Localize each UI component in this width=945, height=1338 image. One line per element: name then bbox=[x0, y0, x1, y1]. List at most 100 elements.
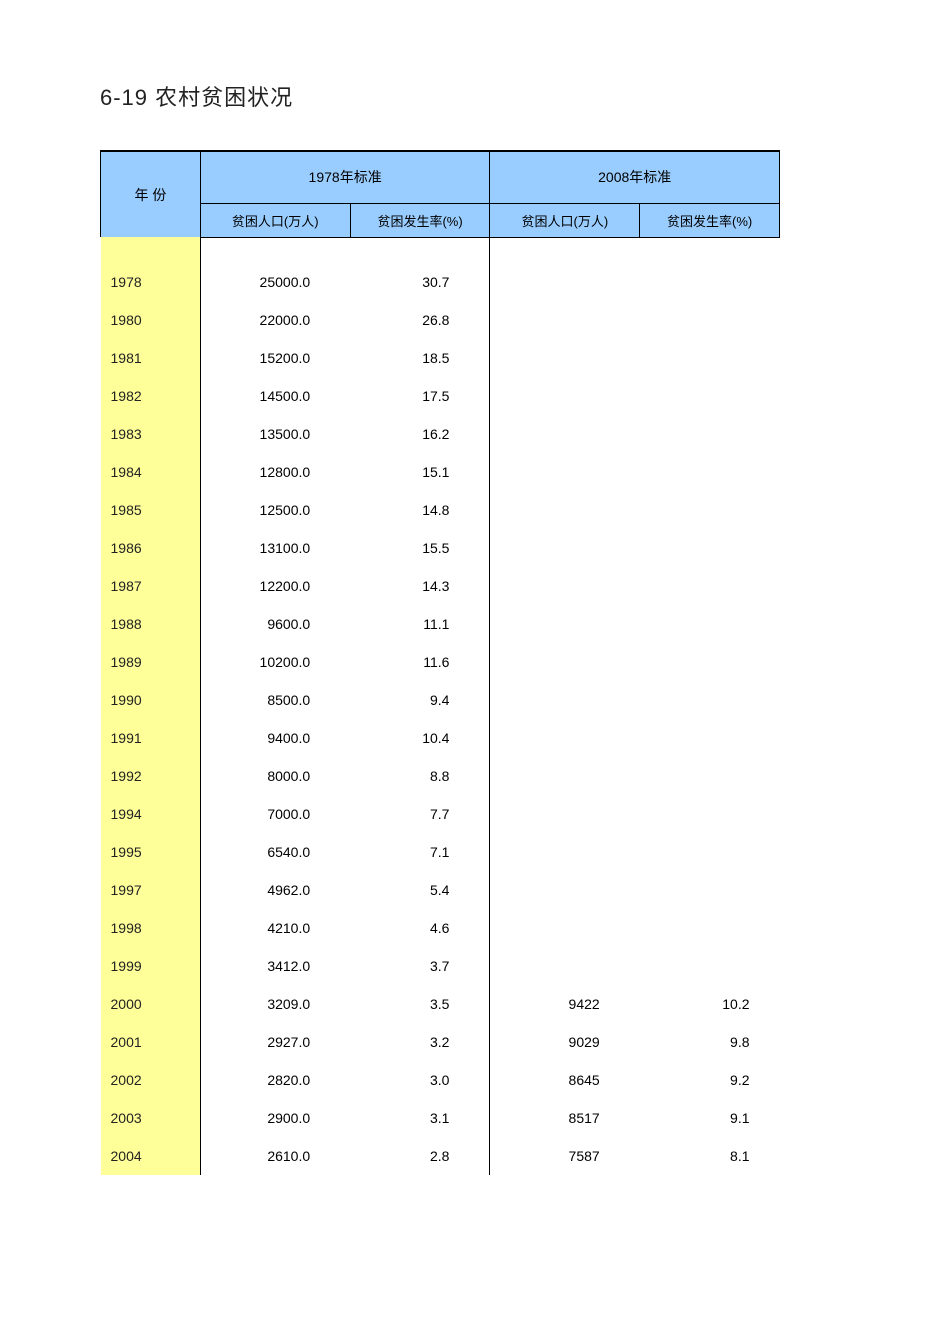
cell-year: 1989 bbox=[101, 643, 201, 681]
table-row: 19928000.08.8 bbox=[101, 757, 780, 795]
cell-2008-pop bbox=[490, 301, 640, 339]
cell-year: 1994 bbox=[101, 795, 201, 833]
header-1978-pop: 贫困人口(万人) bbox=[200, 203, 350, 237]
cell-1978-rate: 14.3 bbox=[350, 567, 490, 605]
header-1978-rate: 贫困发生率(%) bbox=[350, 203, 490, 237]
cell-1978-pop: 2820.0 bbox=[200, 1061, 350, 1099]
cell-year: 1981 bbox=[101, 339, 201, 377]
cell-2008-pop bbox=[490, 909, 640, 947]
cell-1978-pop: 25000.0 bbox=[200, 263, 350, 301]
table-row: 19956540.07.1 bbox=[101, 833, 780, 871]
cell-year: 1987 bbox=[101, 567, 201, 605]
cell-1978-rate: 3.2 bbox=[350, 1023, 490, 1061]
table-row: 198512500.014.8 bbox=[101, 491, 780, 529]
cell-year: 2000 bbox=[101, 985, 201, 1023]
table-row: 20042610.02.875878.1 bbox=[101, 1137, 780, 1175]
cell-1978-pop: 8000.0 bbox=[200, 757, 350, 795]
cell-1978-rate: 16.2 bbox=[350, 415, 490, 453]
cell-year: 1986 bbox=[101, 529, 201, 567]
cell-year: 1988 bbox=[101, 605, 201, 643]
cell-1978-rate: 5.4 bbox=[350, 871, 490, 909]
cell-1978-pop: 3209.0 bbox=[200, 985, 350, 1023]
cell-1978-pop: 4210.0 bbox=[200, 909, 350, 947]
table-body: 197825000.030.7198022000.026.8198115200.… bbox=[101, 263, 780, 1175]
cell-year: 1992 bbox=[101, 757, 201, 795]
cell-1978-rate: 10.4 bbox=[350, 719, 490, 757]
cell-1978-rate: 26.8 bbox=[350, 301, 490, 339]
table-row: 19947000.07.7 bbox=[101, 795, 780, 833]
table-row: 20003209.03.5942210.2 bbox=[101, 985, 780, 1023]
table-row: 19993412.03.7 bbox=[101, 947, 780, 985]
cell-1978-pop: 10200.0 bbox=[200, 643, 350, 681]
cell-2008-rate bbox=[640, 909, 780, 947]
cell-2008-pop bbox=[490, 643, 640, 681]
cell-2008-rate: 9.1 bbox=[640, 1099, 780, 1137]
cell-2008-rate bbox=[640, 833, 780, 871]
cell-1978-rate: 30.7 bbox=[350, 263, 490, 301]
cell-2008-pop bbox=[490, 567, 640, 605]
cell-1978-rate: 2.8 bbox=[350, 1137, 490, 1175]
cell-year: 1978 bbox=[101, 263, 201, 301]
cell-2008-rate: 10.2 bbox=[640, 985, 780, 1023]
cell-year: 1995 bbox=[101, 833, 201, 871]
cell-1978-pop: 8500.0 bbox=[200, 681, 350, 719]
header-group-1978: 1978年标准 bbox=[200, 151, 490, 203]
cell-2008-pop bbox=[490, 719, 640, 757]
cell-2008-rate bbox=[640, 415, 780, 453]
cell-2008-pop bbox=[490, 795, 640, 833]
cell-1978-rate: 3.1 bbox=[350, 1099, 490, 1137]
table-row: 20032900.03.185179.1 bbox=[101, 1099, 780, 1137]
cell-2008-pop: 9422 bbox=[490, 985, 640, 1023]
cell-year: 1997 bbox=[101, 871, 201, 909]
cell-2008-rate bbox=[640, 757, 780, 795]
table-row: 198613100.015.5 bbox=[101, 529, 780, 567]
cell-1978-rate: 14.8 bbox=[350, 491, 490, 529]
table-row: 19889600.011.1 bbox=[101, 605, 780, 643]
cell-year: 2001 bbox=[101, 1023, 201, 1061]
cell-2008-rate bbox=[640, 263, 780, 301]
table-row: 198214500.017.5 bbox=[101, 377, 780, 415]
table-row: 20012927.03.290299.8 bbox=[101, 1023, 780, 1061]
table-row: 198115200.018.5 bbox=[101, 339, 780, 377]
cell-1978-rate: 4.6 bbox=[350, 909, 490, 947]
cell-1978-rate: 3.0 bbox=[350, 1061, 490, 1099]
cell-2008-rate bbox=[640, 605, 780, 643]
header-row-1: 年 份 1978年标准 2008年标准 bbox=[101, 151, 780, 203]
cell-1978-rate: 11.6 bbox=[350, 643, 490, 681]
cell-2008-rate bbox=[640, 681, 780, 719]
cell-1978-pop: 7000.0 bbox=[200, 795, 350, 833]
cell-year: 1983 bbox=[101, 415, 201, 453]
cell-2008-rate bbox=[640, 301, 780, 339]
cell-2008-pop bbox=[490, 453, 640, 491]
table-row: 19984210.04.6 bbox=[101, 909, 780, 947]
cell-1978-pop: 2900.0 bbox=[200, 1099, 350, 1137]
cell-1978-pop: 4962.0 bbox=[200, 871, 350, 909]
cell-year: 1998 bbox=[101, 909, 201, 947]
cell-year: 1985 bbox=[101, 491, 201, 529]
page-title: 6-19 农村贫困状况 bbox=[100, 80, 885, 112]
cell-year: 1990 bbox=[101, 681, 201, 719]
cell-1978-pop: 14500.0 bbox=[200, 377, 350, 415]
table-row: 198712200.014.3 bbox=[101, 567, 780, 605]
header-row-2: 贫困人口(万人) 贫困发生率(%) 贫困人口(万人) 贫困发生率(%) bbox=[101, 203, 780, 237]
cell-1978-pop: 13100.0 bbox=[200, 529, 350, 567]
cell-1978-rate: 9.4 bbox=[350, 681, 490, 719]
cell-year: 1984 bbox=[101, 453, 201, 491]
cell-1978-rate: 15.5 bbox=[350, 529, 490, 567]
cell-1978-rate: 15.1 bbox=[350, 453, 490, 491]
cell-year: 1999 bbox=[101, 947, 201, 985]
cell-1978-rate: 7.1 bbox=[350, 833, 490, 871]
table-row: 19919400.010.4 bbox=[101, 719, 780, 757]
table-row: 19908500.09.4 bbox=[101, 681, 780, 719]
cell-2008-pop bbox=[490, 757, 640, 795]
cell-1978-pop: 3412.0 bbox=[200, 947, 350, 985]
cell-1978-pop: 9400.0 bbox=[200, 719, 350, 757]
cell-2008-pop bbox=[490, 833, 640, 871]
cell-2008-pop: 9029 bbox=[490, 1023, 640, 1061]
cell-2008-rate bbox=[640, 491, 780, 529]
cell-1978-pop: 12500.0 bbox=[200, 491, 350, 529]
poverty-table: 年 份 1978年标准 2008年标准 贫困人口(万人) 贫困发生率(%) 贫困… bbox=[100, 150, 780, 1175]
cell-1978-pop: 22000.0 bbox=[200, 301, 350, 339]
cell-2008-rate: 8.1 bbox=[640, 1137, 780, 1175]
cell-2008-rate bbox=[640, 567, 780, 605]
